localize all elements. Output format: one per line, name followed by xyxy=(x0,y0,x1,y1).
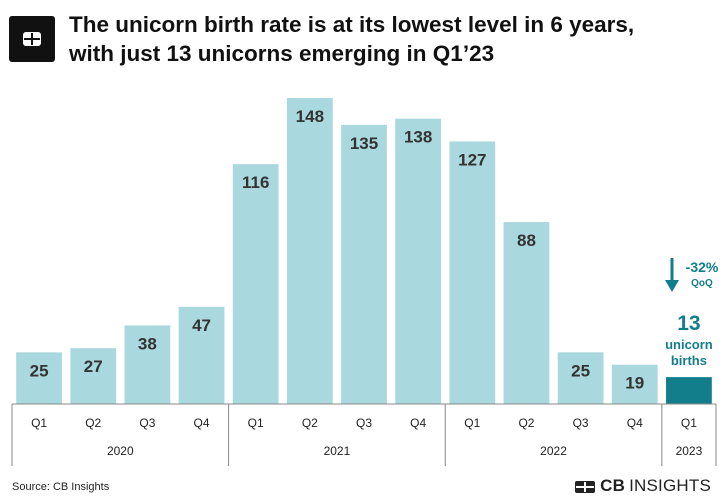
chart-title-line-2: with just 13 unicorns emerging in Q1’23 xyxy=(69,41,495,66)
data-label-3: 38 xyxy=(138,334,157,353)
year-label-2021: 2021 xyxy=(324,444,351,458)
bar-1 xyxy=(16,352,62,404)
brand-name-bold: CB xyxy=(600,476,626,495)
data-label-10: 88 xyxy=(517,231,536,250)
data-label-9: 127 xyxy=(458,150,486,169)
data-label-6: 148 xyxy=(296,107,324,126)
year-label-2022: 2022 xyxy=(540,444,567,458)
data-label-2: 27 xyxy=(84,357,103,376)
bar-5 xyxy=(232,164,279,404)
cb-insights-logo-icon xyxy=(9,16,55,62)
x-tick-label-2: Q2 xyxy=(85,416,101,430)
x-tick-label-11: Q3 xyxy=(573,416,589,430)
year-label-2023: 2023 xyxy=(676,444,703,458)
down-arrow-head-icon xyxy=(665,280,679,292)
bar-8 xyxy=(395,118,442,405)
chart-title: The unicorn birth rate is at its lowest … xyxy=(69,10,709,68)
x-tick-label-10: Q2 xyxy=(518,416,534,430)
data-label-5: 116 xyxy=(242,173,269,192)
bar-12 xyxy=(611,364,658,404)
data-label-11: 25 xyxy=(571,361,590,380)
bar-10 xyxy=(503,222,550,404)
x-tick-label-9: Q1 xyxy=(464,416,480,430)
annotation-count: 13 xyxy=(677,312,700,335)
data-label-7: 135 xyxy=(350,134,378,153)
x-tick-label-12: Q4 xyxy=(627,416,643,430)
data-label-1: 25 xyxy=(30,361,49,380)
bar-11 xyxy=(557,352,604,404)
bar-7 xyxy=(341,124,387,404)
x-tick-label-4: Q4 xyxy=(194,416,210,430)
x-tick-label-5: Q1 xyxy=(248,416,264,430)
year-label-2020: 2020 xyxy=(107,444,134,458)
x-tick-label-6: Q2 xyxy=(302,416,318,430)
bar-4 xyxy=(178,306,225,404)
cb-insights-logo-icon xyxy=(574,479,596,493)
annotation-line-2: births xyxy=(671,353,707,368)
bar-9 xyxy=(449,141,496,404)
annotation-line-1: unicorn xyxy=(665,337,713,352)
source-note: Source: CB Insights xyxy=(12,481,110,493)
bar-3 xyxy=(124,325,171,404)
bar-6 xyxy=(286,98,333,404)
data-label-12: 19 xyxy=(625,374,644,393)
chart-title-line-1: The unicorn birth rate is at its lowest … xyxy=(69,12,635,37)
annotation-change-unit: QoQ xyxy=(691,278,713,289)
data-label-4: 47 xyxy=(192,316,211,335)
x-tick-label-13: Q1 xyxy=(681,416,697,430)
brand-name-thin: INSIGHTS xyxy=(629,476,711,495)
bar-2 xyxy=(70,348,117,404)
x-tick-label-8: Q4 xyxy=(410,416,426,430)
x-tick-label-1: Q1 xyxy=(31,416,47,430)
x-tick-label-3: Q3 xyxy=(139,416,155,430)
bar-13 xyxy=(666,377,712,404)
data-label-8: 138 xyxy=(404,128,432,147)
annotation-change: -32% xyxy=(686,259,719,275)
cb-insights-brand: CB INSIGHTS xyxy=(574,476,711,496)
x-tick-label-7: Q3 xyxy=(356,416,372,430)
bar-chart: 25 Q1 27 Q2 38 Q3 47 Q4 116 Q1 148 Q2 135 Q3 138 Q4 127 Q… xyxy=(11,98,719,466)
